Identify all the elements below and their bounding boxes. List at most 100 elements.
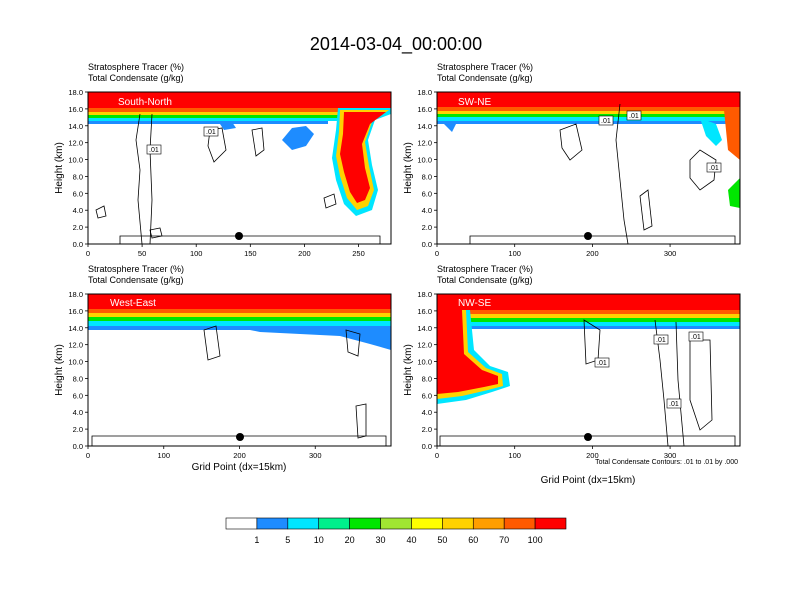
colorbar-swatch xyxy=(225,517,258,530)
contour-label: .01 xyxy=(691,334,701,341)
y-tick-label: 6.0 xyxy=(422,391,432,400)
y-tick-label: 16.0 xyxy=(68,105,83,114)
x-axis: 0 50 100 150 200 250 xyxy=(86,244,365,258)
contour-labels: .01 .01 xyxy=(146,126,219,155)
panel-title-tracer: Stratosphere Tracer (%) xyxy=(88,264,184,274)
y-tick-label: 6.0 xyxy=(422,189,432,198)
y-axis-label: Height (km) xyxy=(403,344,414,396)
y-axis: 0.0 2.0 4.0 6.0 8.0 10.0 12.0 14.0 16.0 18.0 xyxy=(417,88,437,249)
intrusion-core xyxy=(340,112,386,203)
colorbar-swatch xyxy=(534,517,567,530)
y-tick-label: 10.0 xyxy=(68,156,83,165)
colorbar-swatch xyxy=(318,517,350,530)
colorbar-swatch xyxy=(287,517,320,530)
panel-title-tracer: Stratosphere Tracer (%) xyxy=(88,62,184,72)
band-orange xyxy=(88,108,338,112)
colorbar-label: 100 xyxy=(528,535,543,545)
y-tick-label: 12.0 xyxy=(417,139,432,148)
plot-frame xyxy=(436,91,741,245)
colorbar-swatch xyxy=(256,517,289,530)
colorbar-swatch xyxy=(349,517,381,530)
y-tick-label: 12.0 xyxy=(68,341,83,350)
band-yellow xyxy=(88,112,338,115)
contour-label: .01 xyxy=(709,165,719,172)
contour-label: .01 xyxy=(601,118,611,125)
y-tick-label: 18.0 xyxy=(417,88,432,97)
y-tick-label: 0.0 xyxy=(422,442,432,451)
tracer-field xyxy=(437,294,740,404)
x-axis-label: Grid Point (dx=15km) xyxy=(192,462,287,473)
colorbar-label: 5 xyxy=(285,535,290,545)
y-tick-label: 4.0 xyxy=(422,206,432,215)
colorbar-swatch xyxy=(380,517,412,530)
contour-label: .01 xyxy=(669,401,679,408)
band-green xyxy=(88,115,338,118)
figure-title: 2014-03-04_00:00:00 xyxy=(310,34,482,55)
tracer-field xyxy=(88,92,391,216)
colorbar-swatch xyxy=(411,517,443,530)
y-tick-label: 4.0 xyxy=(73,206,83,215)
y-tick-label: 8.0 xyxy=(73,374,83,383)
panel-title-condensate: Total Condensate (g/kg) xyxy=(437,73,533,83)
y-tick-label: 2.0 xyxy=(422,223,432,232)
y-axis: 0.0 2.0 4.0 6.0 8.0 10.0 12.0 14.0 16.0 18.0 xyxy=(417,290,437,451)
x-tick-label: 100 xyxy=(508,249,521,258)
y-tick-label: 14.0 xyxy=(68,122,83,131)
y-tick-label: 8.0 xyxy=(422,172,432,181)
y-tick-label: 16.0 xyxy=(417,307,432,316)
colorbar-label: 10 xyxy=(314,535,324,545)
y-tick-label: 0.0 xyxy=(422,240,432,249)
y-tick-label: 2.0 xyxy=(422,425,432,434)
panel-sw-ne: Stratosphere Tracer (%) Total Condensate… xyxy=(403,62,741,258)
plot-frame xyxy=(436,293,741,447)
location-marker xyxy=(236,433,244,441)
y-tick-label: 8.0 xyxy=(73,172,83,181)
band-blue xyxy=(88,121,328,124)
panel-title-tracer: Stratosphere Tracer (%) xyxy=(437,264,533,274)
colorbar-label: 40 xyxy=(406,535,416,545)
y-tick-label: 12.0 xyxy=(68,139,83,148)
x-axis: 0 100 200 300 xyxy=(435,446,676,460)
y-axis-label: Height (km) xyxy=(54,142,65,194)
x-tick-label: 250 xyxy=(352,249,365,258)
colorbar-swatch xyxy=(472,517,505,530)
x-axis: 0 100 200 300 xyxy=(86,446,322,460)
band-red xyxy=(88,92,391,108)
colorbar-label: 60 xyxy=(468,535,478,545)
colorbar-label: 20 xyxy=(345,535,355,545)
y-axis-label: Height (km) xyxy=(403,142,414,194)
x-tick-label: 200 xyxy=(233,451,246,460)
y-tick-label: 12.0 xyxy=(417,341,432,350)
y-tick-label: 18.0 xyxy=(68,290,83,299)
y-axis: 0.0 2.0 4.0 6.0 8.0 10.0 12.0 14.0 16.0 18.0 xyxy=(68,88,88,249)
location-marker xyxy=(235,232,243,240)
tracer-field xyxy=(437,92,740,208)
colorbar-label: 1 xyxy=(254,535,259,545)
colorbar: 1 5 10 20 30 40 50 60 70 100 xyxy=(225,517,567,545)
y-tick-label: 18.0 xyxy=(68,88,83,97)
panel-west-east: Stratosphere Tracer (%) Total Condensate… xyxy=(54,264,392,473)
x-tick-label: 0 xyxy=(86,451,90,460)
y-tick-label: 16.0 xyxy=(68,307,83,316)
colorbar-label: 50 xyxy=(437,535,447,545)
panel-label: West-East xyxy=(110,298,156,309)
x-tick-label: 0 xyxy=(435,451,439,460)
y-tick-label: 14.0 xyxy=(417,324,432,333)
band-cyan xyxy=(88,118,338,121)
colorbar-label: 30 xyxy=(376,535,386,545)
panel-title-condensate: Total Condensate (g/kg) xyxy=(88,73,184,83)
panel-title-condensate: Total Condensate (g/kg) xyxy=(437,275,533,285)
contour-label: .01 xyxy=(597,360,607,367)
panel-label: NW-SE xyxy=(458,298,491,309)
x-tick-label: 200 xyxy=(298,249,311,258)
y-tick-label: 14.0 xyxy=(68,324,83,333)
y-tick-label: 4.0 xyxy=(73,408,83,417)
y-tick-label: 0.0 xyxy=(73,442,83,451)
y-tick-label: 6.0 xyxy=(73,391,83,400)
x-tick-label: 200 xyxy=(586,249,599,258)
panel-title-tracer: Stratosphere Tracer (%) xyxy=(437,62,533,72)
x-tick-label: 100 xyxy=(157,451,170,460)
x-axis: 0 100 200 300 xyxy=(435,244,676,258)
contour-labels: .01 .01 .01 .01 xyxy=(594,331,704,409)
